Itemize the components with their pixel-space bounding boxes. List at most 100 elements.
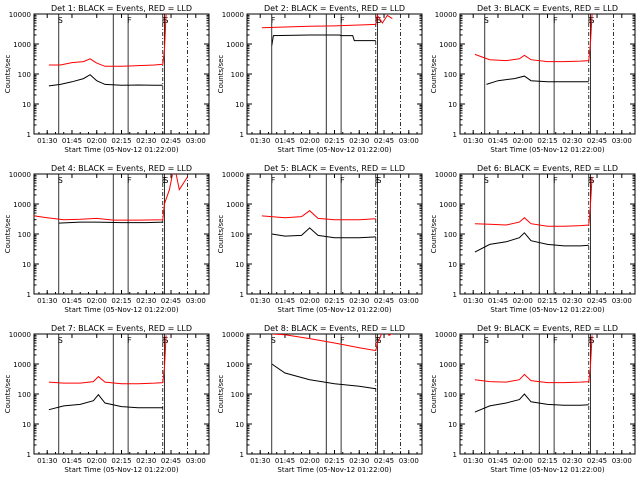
plot-frame — [33, 333, 210, 455]
y-tick-label: 100 — [444, 391, 457, 399]
x-tick-label: 03:00 — [399, 297, 419, 305]
x-tick-label: 02:45 — [374, 137, 394, 145]
y-tick-label: 10000 — [435, 171, 457, 179]
series-line-lld — [271, 334, 393, 352]
x-axis-label: Start Time (05-Nov-12 01:22:00) — [490, 146, 604, 154]
event-marker-label: F — [127, 336, 132, 345]
x-axis-label: Start Time (05-Nov-12 01:22:00) — [277, 306, 391, 314]
plot-frame — [246, 333, 423, 455]
series-line-events — [474, 393, 589, 413]
x-tick-label: 02:00 — [87, 297, 107, 305]
x-axis-label: Start Time (05-Nov-12 01:22:00) — [64, 306, 178, 314]
chart-panel-9: Det 9: BLACK = Events, RED = LLD 1 10 100 10… — [430, 324, 636, 474]
x-tick-label: 03:00 — [612, 457, 632, 465]
chart-panel-5: Det 5: BLACK = Events, RED = LLD 1 10 100 10… — [217, 164, 423, 314]
chart-title: Det 9: BLACK = Events, RED = LLD — [477, 324, 618, 333]
y-tick-label: 100 — [231, 391, 244, 399]
event-marker-label: F — [553, 336, 558, 345]
y-tick-label: 1 — [240, 291, 244, 299]
x-tick-label: 02:15 — [324, 457, 344, 465]
x-tick-label: 01:45 — [488, 457, 508, 465]
event-marker-label: S — [163, 176, 168, 185]
y-tick-label: 10000 — [222, 171, 244, 179]
y-tick-label: 1 — [27, 131, 31, 139]
y-tick-label: 1 — [453, 131, 457, 139]
y-tick-label: 10000 — [435, 331, 457, 339]
y-tick-label: 10 — [22, 101, 31, 109]
x-tick-label: 01:30 — [463, 297, 483, 305]
y-tick-label: 1 — [453, 291, 457, 299]
x-tick-label: 03:00 — [186, 137, 206, 145]
event-marker-label: S — [484, 16, 489, 25]
plot-frame — [459, 13, 636, 135]
series-group — [474, 176, 593, 253]
x-tick-label: 02:00 — [513, 297, 533, 305]
y-tick-label: 10 — [448, 261, 457, 269]
y-axis-label: Counts/sec — [217, 375, 225, 414]
x-tick-label: 03:00 — [612, 297, 632, 305]
y-tick-label: 1000 — [226, 41, 244, 49]
y-tick-label: 1000 — [439, 361, 457, 369]
series-line-lld — [261, 210, 376, 221]
x-tick-label: 02:15 — [537, 137, 557, 145]
plot-frame — [459, 173, 636, 295]
x-tick-label: 02:45 — [374, 457, 394, 465]
series-group — [48, 335, 167, 411]
series-line-lld — [48, 14, 167, 67]
event-marker-label: S — [58, 336, 63, 345]
x-tick-label: 02:15 — [111, 137, 131, 145]
y-axis-label: Counts/sec — [4, 55, 12, 94]
chart-title: Det 8: BLACK = Events, RED = LLD — [264, 324, 405, 333]
event-marker-label: S — [376, 176, 381, 185]
y-tick-label: 10 — [235, 421, 244, 429]
series-group — [34, 174, 188, 224]
series-line-events — [271, 227, 376, 239]
event-marker-label: F — [127, 16, 132, 25]
event-marker-label: S — [376, 16, 381, 25]
x-tick-label: 03:00 — [186, 297, 206, 305]
x-tick-label: 02:30 — [136, 457, 156, 465]
x-tick-label: 02:30 — [136, 297, 156, 305]
chart-title: Det 3: BLACK = Events, RED = LLD — [477, 4, 618, 13]
chart-panel-1: Det 1: BLACK = Events, RED = LLD 1 10 100 10… — [4, 4, 210, 154]
y-tick-label: 100 — [18, 391, 31, 399]
series-line-lld — [34, 174, 188, 221]
y-axis-label: Counts/sec — [217, 215, 225, 254]
x-tick-label: 01:30 — [463, 137, 483, 145]
x-tick-label: 01:30 — [250, 137, 270, 145]
event-marker-label: S — [58, 16, 63, 25]
y-tick-label: 10000 — [222, 331, 244, 339]
series-line-events — [474, 232, 589, 253]
x-axis-label: Start Time (05-Nov-12 01:22:00) — [277, 466, 391, 474]
x-tick-label: 01:45 — [275, 457, 295, 465]
x-tick-label: 01:30 — [250, 297, 270, 305]
x-tick-label: 02:00 — [87, 137, 107, 145]
event-marker-label: F — [553, 176, 558, 185]
series-group — [271, 334, 393, 390]
series-line-lld — [261, 14, 393, 29]
y-axis-label: Counts/sec — [217, 55, 225, 94]
x-tick-label: 02:15 — [537, 297, 557, 305]
chart-panel-4: Det 4: BLACK = Events, RED = LLD 1 10 100 10… — [4, 164, 210, 314]
series-group — [48, 14, 167, 87]
y-tick-label: 10000 — [9, 331, 31, 339]
event-marker-label: S — [271, 336, 276, 345]
y-axis-label: Counts/sec — [430, 375, 438, 414]
x-tick-label: 02:00 — [513, 137, 533, 145]
x-tick-label: 02:45 — [161, 137, 181, 145]
x-tick-label: 02:30 — [349, 457, 369, 465]
x-tick-label: 02:00 — [300, 457, 320, 465]
chart-panel-8: Det 8: BLACK = Events, RED = LLD 1 10 100 10… — [217, 324, 423, 474]
x-tick-label: 02:45 — [161, 457, 181, 465]
y-tick-label: 10 — [22, 261, 31, 269]
chart-title: Det 1: BLACK = Events, RED = LLD — [51, 4, 192, 13]
series-line-events — [271, 34, 376, 46]
x-tick-label: 01:45 — [488, 137, 508, 145]
chart-panel-6: Det 6: BLACK = Events, RED = LLD 1 10 100 10… — [430, 164, 636, 314]
x-tick-label: 02:45 — [374, 297, 394, 305]
event-marker-label: F — [271, 176, 276, 185]
x-tick-label: 02:15 — [324, 297, 344, 305]
x-tick-label: 01:45 — [275, 137, 295, 145]
x-tick-label: 01:30 — [463, 457, 483, 465]
